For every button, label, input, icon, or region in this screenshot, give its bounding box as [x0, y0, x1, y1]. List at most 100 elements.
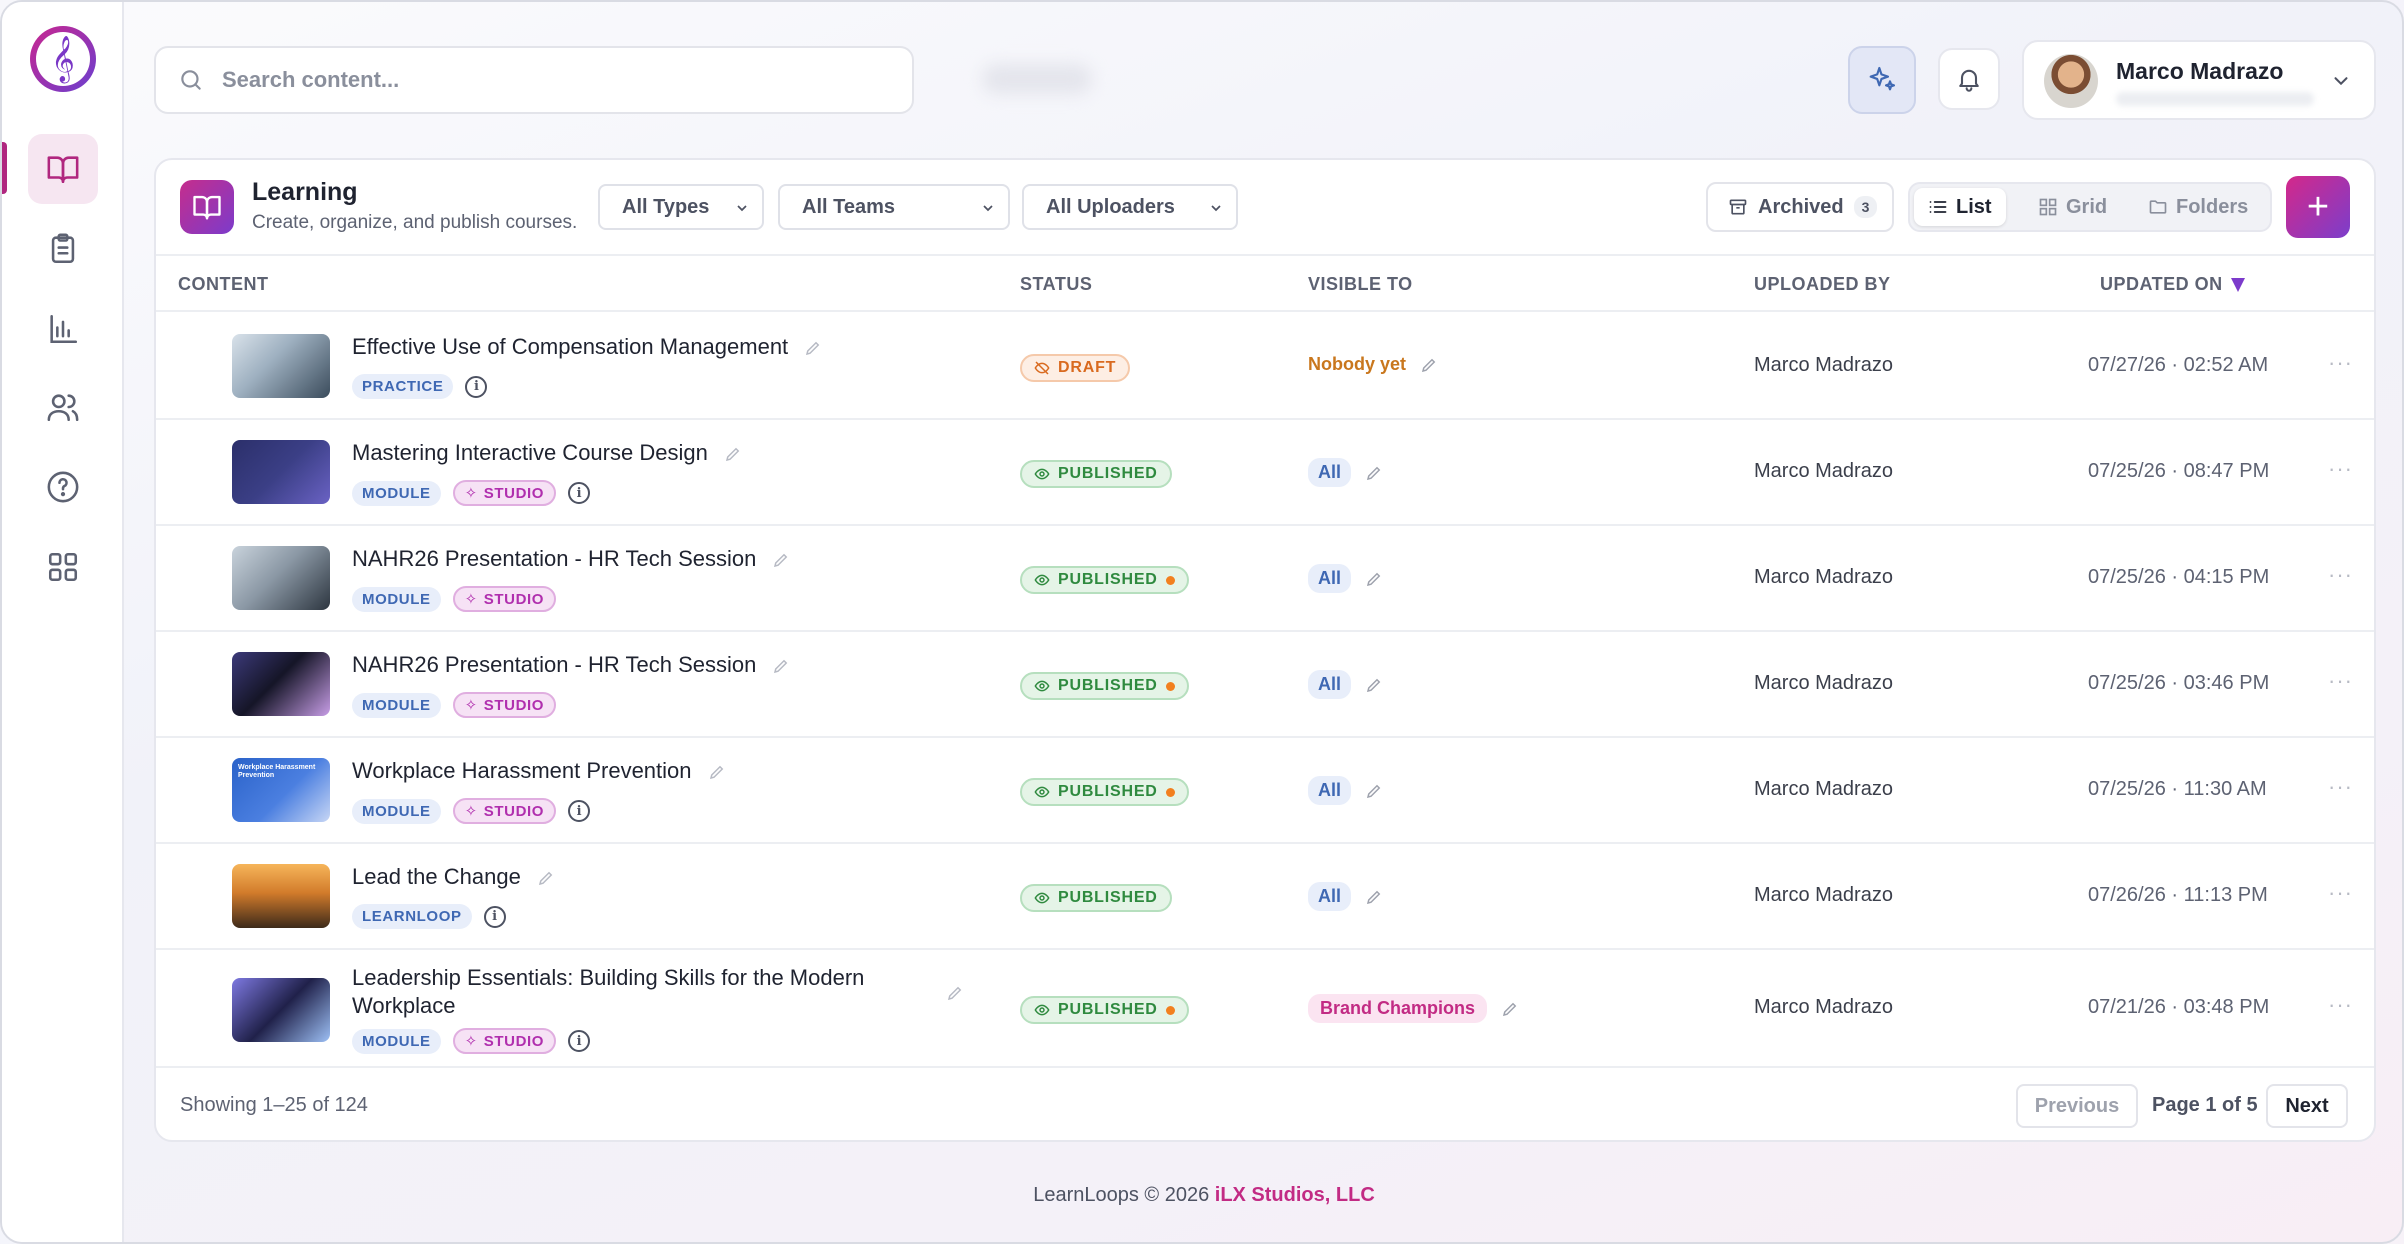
- edit-pencil-icon[interactable]: [946, 984, 964, 1002]
- edit-pencil-icon[interactable]: [1365, 782, 1383, 800]
- row-title[interactable]: NAHR26 Presentation - HR Tech Session: [352, 652, 790, 678]
- add-content-button[interactable]: +: [2286, 176, 2350, 238]
- row-tags: MODULE ✧ STUDIO: [352, 586, 557, 612]
- edit-pencil-icon[interactable]: [1365, 464, 1383, 482]
- edit-pencil-icon[interactable]: [772, 551, 790, 569]
- grid-icon: [2039, 198, 2057, 216]
- status-badge: PUBLISHED: [1020, 460, 1172, 488]
- column-content[interactable]: CONTENT: [178, 274, 269, 294]
- row-more-icon[interactable]: ···: [2328, 992, 2353, 1017]
- search-input[interactable]: [222, 67, 862, 93]
- search-box[interactable]: [154, 46, 914, 114]
- view-grid-label: Grid: [2066, 195, 2108, 218]
- view-grid-button[interactable]: Grid: [2024, 188, 2121, 226]
- edit-pencil-icon[interactable]: [804, 339, 822, 357]
- edit-pencil-icon[interactable]: [537, 869, 555, 887]
- info-icon[interactable]: i: [568, 482, 591, 504]
- visible-to: Nobody yet: [1308, 354, 1438, 375]
- previous-button[interactable]: Previous: [2016, 1084, 2138, 1128]
- filter-uploaders-select[interactable]: All Uploaders: [1022, 184, 1238, 230]
- eye-icon: [1034, 574, 1050, 586]
- users-icon: [47, 394, 79, 422]
- sidebar-item-analytics[interactable]: [28, 294, 98, 364]
- edit-pencil-icon[interactable]: [724, 445, 742, 463]
- info-icon[interactable]: i: [465, 375, 488, 398]
- column-uploaded-by[interactable]: UPLOADED BY: [1754, 274, 1891, 294]
- filter-teams-select[interactable]: All Teams: [778, 184, 1010, 230]
- footer-copyright: LearnLoops © 2026 iLX Studios, LLC: [2, 1184, 2402, 1207]
- chevron-down-icon: [1211, 205, 1221, 212]
- notifications-button[interactable]: [1938, 48, 2000, 110]
- column-updated-on[interactable]: UPDATED ON: [2100, 274, 2245, 295]
- table-row[interactable]: NAHR26 Presentation - HR Tech Session MO…: [156, 632, 2374, 738]
- edit-pencil-icon[interactable]: [1365, 570, 1383, 588]
- edit-pencil-icon[interactable]: [772, 657, 790, 675]
- filter-teams-value: All Teams: [802, 195, 895, 218]
- info-icon[interactable]: i: [568, 1030, 591, 1052]
- edit-pencil-icon[interactable]: [708, 763, 726, 781]
- next-button[interactable]: Next: [2266, 1084, 2348, 1128]
- edit-pencil-icon[interactable]: [1365, 676, 1383, 694]
- archived-button[interactable]: Archived 3: [1706, 182, 1894, 232]
- row-more-icon[interactable]: ···: [2328, 562, 2353, 587]
- row-title[interactable]: Effective Use of Compensation Management: [352, 334, 822, 360]
- table-row[interactable]: Effective Use of Compensation Management…: [156, 314, 2374, 420]
- help-icon: [47, 471, 79, 503]
- sidebar-item-apps[interactable]: [28, 532, 98, 602]
- row-title[interactable]: Mastering Interactive Course Design: [352, 440, 742, 466]
- column-visible-to[interactable]: VISIBLE TO: [1308, 274, 1413, 294]
- visible-to: Brand Champions: [1308, 994, 1519, 1023]
- user-menu[interactable]: Marco Madrazo: [2022, 40, 2376, 120]
- sidebar-item-users[interactable]: [28, 372, 98, 442]
- type-tag: MODULE: [352, 586, 441, 612]
- row-title[interactable]: Leadership Essentials: Building Skills f…: [352, 965, 865, 1018]
- row-more-icon[interactable]: ···: [2328, 880, 2353, 905]
- footer-prefix: LearnLoops © 2026: [1033, 1184, 1215, 1206]
- row-updated: 07/25/26 · 04:15 PM: [2088, 566, 2270, 588]
- row-uploader: Marco Madrazo: [1754, 778, 1893, 800]
- sidebar-item-learning[interactable]: [28, 134, 98, 204]
- info-icon[interactable]: i: [568, 800, 591, 822]
- filter-types-select[interactable]: All Types: [598, 184, 764, 230]
- type-tag: LEARNLOOP: [352, 904, 472, 929]
- sidebar-item-tasks[interactable]: [28, 214, 98, 284]
- sparkle-icon: ✧: [464, 803, 478, 820]
- table-row[interactable]: Lead the Change LEARNLOOP i PUBLISHED Al…: [156, 844, 2374, 950]
- status-badge: DRAFT: [1020, 354, 1131, 382]
- column-updated-on-label: UPDATED ON: [2100, 274, 2223, 294]
- ai-assistant-button[interactable]: [1848, 46, 1916, 114]
- view-list-label: List: [1956, 195, 1992, 218]
- view-folders-button[interactable]: Folders: [2134, 188, 2262, 226]
- row-more-icon[interactable]: ···: [2328, 456, 2353, 481]
- search-icon: [181, 70, 201, 90]
- edit-pencil-icon[interactable]: [1420, 356, 1438, 374]
- row-title[interactable]: Workplace Harassment Prevention: [352, 758, 726, 784]
- row-updated: 07/25/26 · 08:47 PM: [2088, 460, 2270, 482]
- row-title[interactable]: Lead the Change: [352, 864, 555, 890]
- row-more-icon[interactable]: ···: [2328, 350, 2353, 375]
- page-indicator: Page 1 of 5: [2152, 1094, 2258, 1116]
- row-title[interactable]: NAHR26 Presentation - HR Tech Session: [352, 546, 790, 572]
- edit-pencil-icon[interactable]: [1501, 1000, 1519, 1018]
- table-row[interactable]: NAHR26 Presentation - HR Tech Session MO…: [156, 526, 2374, 632]
- row-updated: 07/27/26 · 02:52 AM: [2088, 354, 2269, 376]
- eye-off-icon: [1034, 361, 1050, 375]
- table-row[interactable]: Leadership Essentials: Building Skills f…: [156, 950, 2374, 1068]
- row-more-icon[interactable]: ···: [2328, 774, 2353, 799]
- table-row[interactable]: Mastering Interactive Course Design MODU…: [156, 420, 2374, 526]
- edit-pencil-icon[interactable]: [1365, 888, 1383, 906]
- sparkle-icon: ✧: [464, 485, 478, 502]
- column-status[interactable]: STATUS: [1020, 274, 1093, 294]
- footer-brand-link[interactable]: iLX Studios, LLC: [1214, 1184, 1375, 1206]
- row-more-icon[interactable]: ···: [2328, 668, 2353, 693]
- folder-icon: [2149, 200, 2167, 214]
- status-dot: [1165, 575, 1175, 585]
- row-updated: 07/21/26 · 03:48 PM: [2088, 996, 2270, 1018]
- app-logo[interactable]: 𝄞: [30, 26, 96, 92]
- sidebar-item-help[interactable]: [28, 452, 98, 522]
- archived-count: 3: [1853, 196, 1878, 218]
- info-icon[interactable]: i: [483, 905, 506, 928]
- table-row[interactable]: Workplace Harassment Prevention Workplac…: [156, 738, 2374, 844]
- view-list-button[interactable]: List: [1914, 188, 2006, 226]
